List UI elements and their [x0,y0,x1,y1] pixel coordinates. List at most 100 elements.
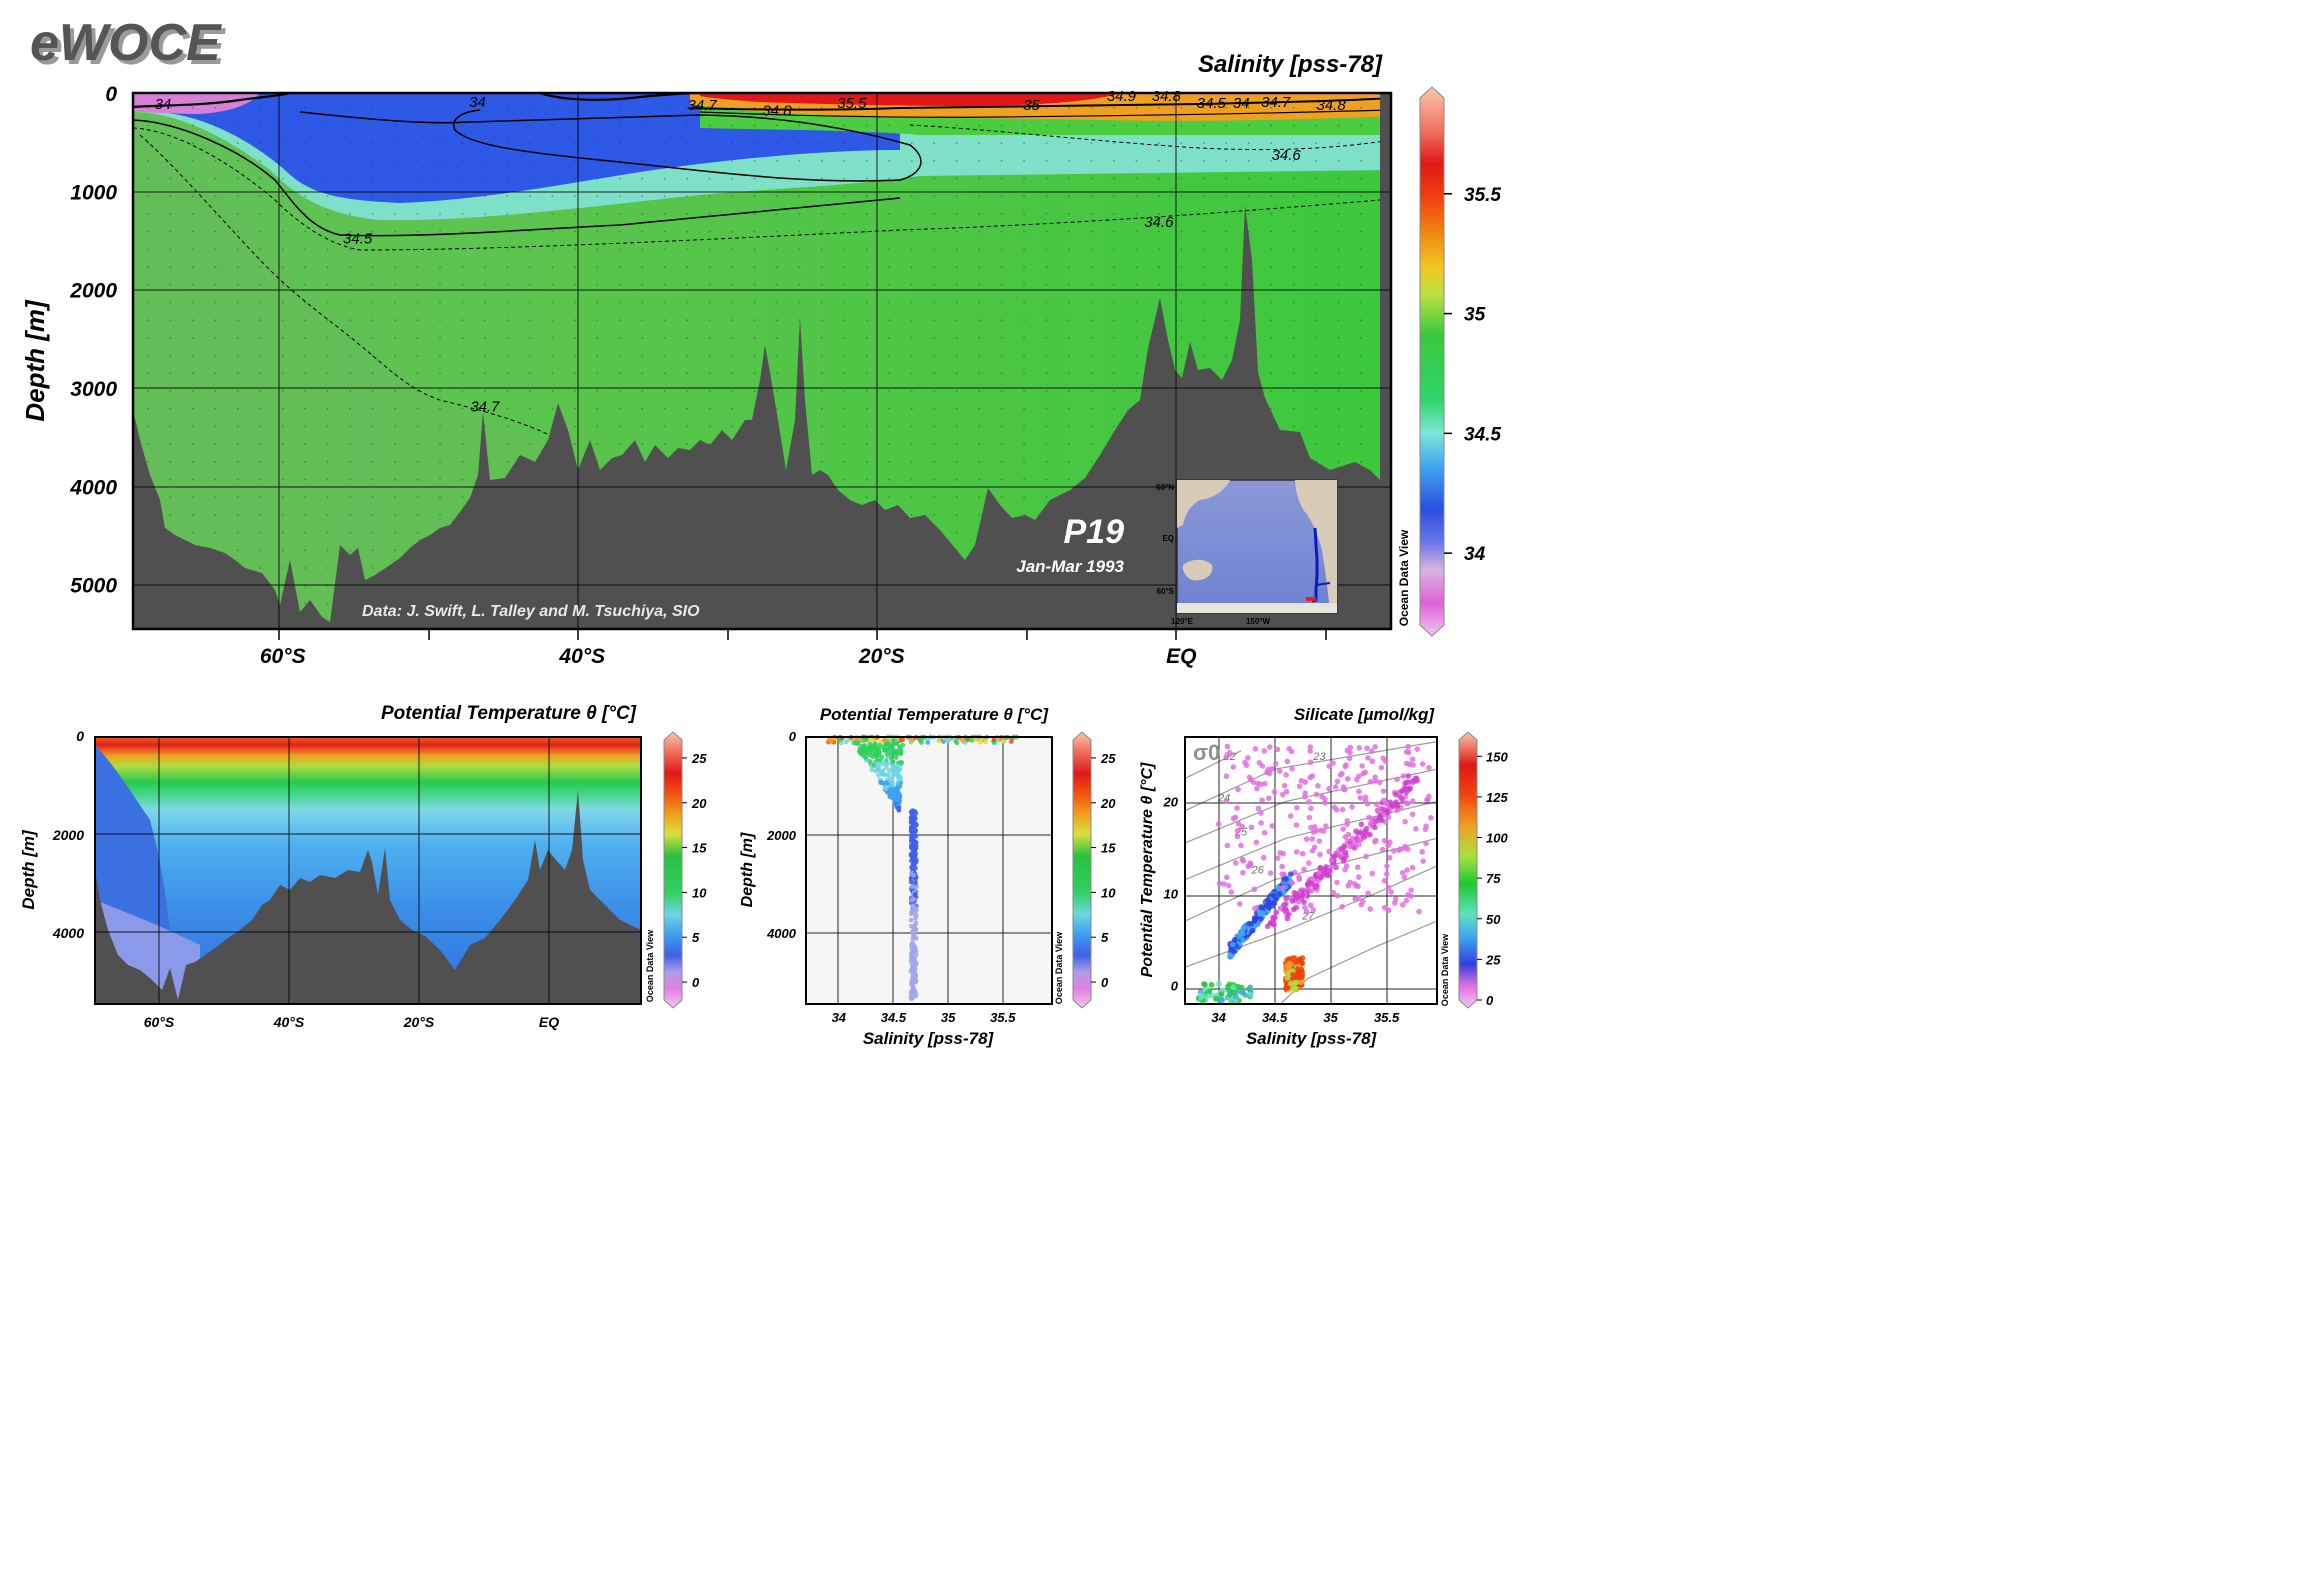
ts-point [1318,874,1324,881]
temp-scatter-point [911,934,917,940]
ts-point [1230,984,1237,991]
station-sample [304,124,307,127]
temp-section-title: Potential Temperature θ [°C] [381,703,637,724]
station-sample [484,248,486,251]
station-sample [394,248,396,251]
station-sample [641,142,644,145]
ts-point [1381,904,1388,911]
ts-point [1302,793,1308,800]
station-sample [371,142,374,145]
temp-scatter-point [884,751,890,757]
station-sample [1068,478,1070,481]
station-sample [192,531,194,534]
station-sample [955,478,958,481]
temp-scatter-point [913,906,919,911]
station-sample [349,124,352,127]
station-sample [371,283,374,286]
station-sample [304,407,307,410]
ts-point [1297,956,1304,963]
ts-point [1266,744,1273,750]
station-sample [551,213,554,215]
station-sample [888,478,891,481]
temp-scatter-point [977,739,983,745]
station-sample [304,567,307,569]
contour-label: 34 [1233,95,1250,112]
station-sample [933,213,936,215]
station-sample [1023,496,1025,499]
station-sample [1180,248,1183,251]
station-sample [1292,283,1295,286]
ts-point [1399,901,1406,908]
ts-point [1354,776,1360,783]
station-sample [955,514,958,516]
temp-scatter-point [843,739,849,745]
temp-scatter-point [1008,739,1014,744]
ts-point [1368,748,1375,754]
station-sample [978,266,981,268]
station-sample [1360,124,1362,127]
ts-point [1334,778,1341,785]
station-sample [596,195,599,198]
station-sample [371,248,374,251]
station-sample [1090,266,1093,268]
station-sample [1045,319,1048,322]
ts-point [1367,778,1374,785]
station-sample [978,124,981,127]
station-sample [169,142,172,145]
station-sample [1360,301,1362,304]
station-sample [349,195,352,198]
station-sample [169,390,172,392]
station-sample [416,336,419,339]
temp-section-frame [94,736,642,1005]
station-sample [618,425,621,428]
temp-scatter-point [909,852,915,858]
temp-scatter-colorbar-label: 20 [1100,796,1116,811]
station-sample [506,213,509,215]
temp-scatter-point [945,738,951,743]
station-sample [1337,142,1340,145]
temp-scatter-point [913,949,919,954]
station-sample [663,159,666,162]
station-sample [1090,407,1093,410]
contour-34-5-inner [299,109,922,182]
temp-section-colorbar [663,731,683,1009]
station-sample [1113,425,1115,428]
station-sample [1225,248,1228,251]
station-sample [865,354,868,357]
station-sample [933,266,936,268]
station-sample [528,425,531,428]
station-sample [484,142,486,145]
station-sample [753,213,756,215]
station-sample [192,283,194,286]
station-sample [753,195,756,198]
ts-point [1230,764,1237,770]
station-sample [573,248,576,251]
temp-scatter-point [909,923,914,929]
station-sample [1068,266,1070,268]
contour-label: 34.9 [1107,88,1137,105]
station-sample [461,177,464,180]
station-sample [259,248,262,251]
aabw-shading [133,125,560,629]
ts-point [1347,749,1353,756]
station-sample [753,230,756,233]
station-sample [776,195,778,198]
station-sample [978,390,981,392]
ts-point [1224,842,1231,849]
station-sample [910,106,913,109]
station-sample [1023,460,1025,463]
temp-scatter-point [879,780,885,786]
station-sample [304,514,307,516]
station-sample [1090,142,1093,145]
ts-point [1208,981,1215,988]
station-sample [708,159,711,162]
station-sample [910,177,913,180]
temp-scatter-point [883,742,888,747]
station-sample [506,336,509,339]
station-sample [1225,283,1228,286]
station-sample [214,106,217,109]
station-sample [214,142,217,145]
ts-point [1277,850,1283,856]
ts-point [1305,860,1312,866]
station-sample [461,266,464,268]
